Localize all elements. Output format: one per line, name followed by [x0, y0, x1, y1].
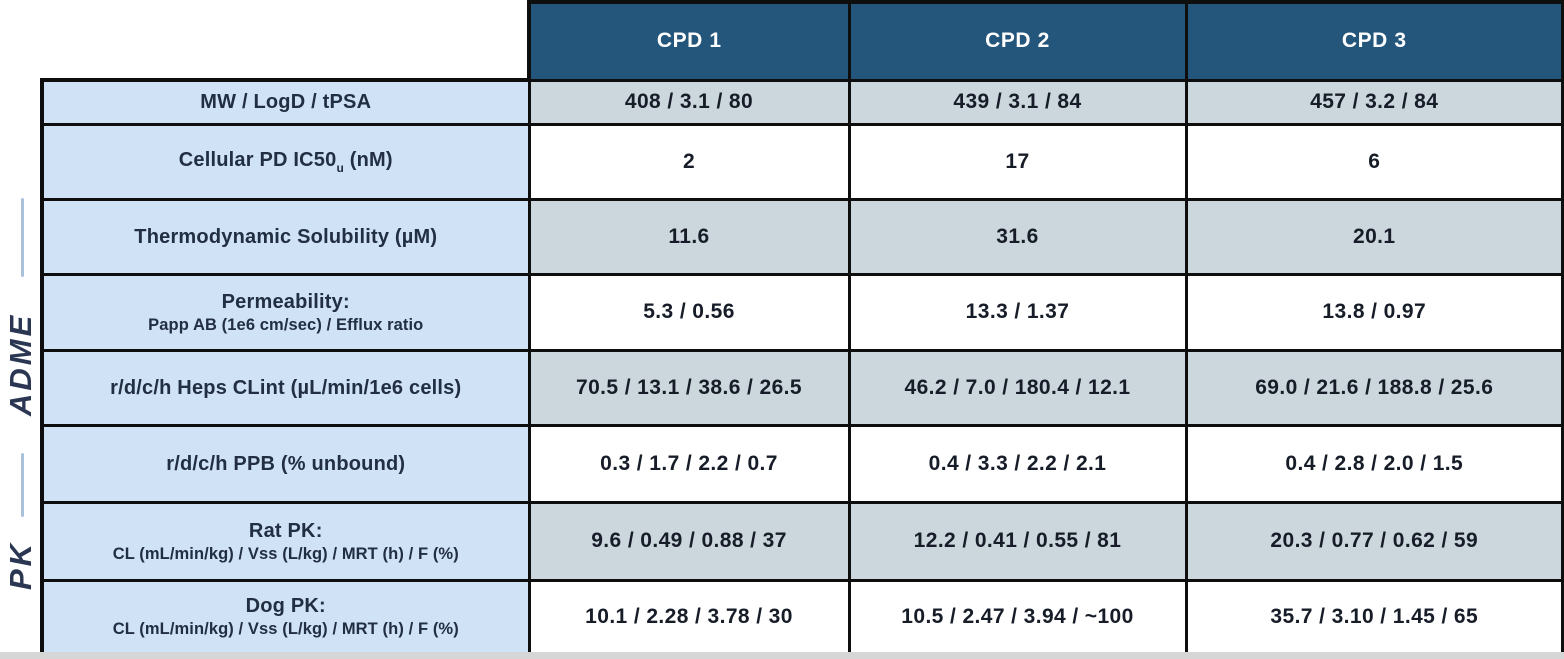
- row-sublabel: Papp AB (1e6 cm/sec) / Efflux ratio: [148, 315, 424, 334]
- page-bottom-edge: [0, 652, 1564, 659]
- cell-value: 10.1 / 2.28 / 3.78 / 30: [527, 578, 851, 656]
- cell-value: 9.6 / 0.49 / 0.88 / 37: [527, 500, 851, 582]
- adme-section-label: ADME: [3, 312, 38, 416]
- cell-value: 17: [847, 122, 1188, 201]
- table-row-ppb: r/d/c/h PPB (% unbound) 0.3 / 1.7 / 2.2 …: [40, 423, 1564, 504]
- table-row-permeability: Permeability: Papp AB (1e6 cm/sec) / Eff…: [40, 272, 1564, 352]
- compound-properties-table: CPD 1 CPD 2 CPD 3 MW / LogD / tPSA 408 /…: [40, 0, 1564, 656]
- row-label: Dog PK: CL (mL/min/kg) / Vss (L/kg) / MR…: [40, 578, 531, 656]
- cell-value: 6: [1184, 122, 1564, 201]
- row-sublabel: CL (mL/min/kg) / Vss (L/kg) / MRT (h) / …: [112, 620, 459, 639]
- column-header-cpd1: CPD 1: [527, 0, 851, 82]
- cell-value: 69.0 / 21.6 / 188.8 / 25.6: [1184, 348, 1564, 427]
- subscript-u: u: [336, 160, 344, 175]
- cell-value: 46.2 / 7.0 / 180.4 / 12.1: [847, 348, 1188, 427]
- cell-value: 13.3 / 1.37: [847, 272, 1188, 352]
- cell-value: 439 / 3.1 / 84: [847, 78, 1188, 126]
- pk-section-label: PK: [3, 540, 38, 590]
- column-header-cpd3: CPD 3: [1184, 0, 1564, 82]
- cell-value: 408 / 3.1 / 80: [527, 78, 851, 126]
- row-label: MW / LogD / tPSA: [40, 78, 531, 126]
- adme-bracket-line-bottom: [21, 453, 24, 517]
- cell-value: 5.3 / 0.56: [527, 272, 851, 352]
- row-label: Permeability: Papp AB (1e6 cm/sec) / Eff…: [40, 272, 531, 352]
- cell-value: 70.5 / 13.1 / 38.6 / 26.5: [527, 348, 851, 427]
- column-header-cpd2: CPD 2: [847, 0, 1188, 82]
- cell-value: 11.6: [527, 197, 851, 276]
- cell-value: 20.3 / 0.77 / 0.62 / 59: [1184, 500, 1564, 582]
- adme-bracket-line-top: [21, 198, 24, 277]
- table-row-rat-pk: Rat PK: CL (mL/min/kg) / Vss (L/kg) / MR…: [40, 500, 1564, 582]
- header-spacer: [42, 2, 529, 80]
- table-row-heps-clint: r/d/c/h Heps CLint (µL/min/1e6 cells) 70…: [40, 348, 1564, 427]
- table-row-thermodynamic-solubility: Thermodynamic Solubility (µM) 11.6 31.6 …: [40, 197, 1564, 276]
- cell-value: 10.5 / 2.47 / 3.94 / ~100: [847, 578, 1188, 656]
- cell-value: 35.7 / 3.10 / 1.45 / 65: [1184, 578, 1564, 656]
- cell-value: 12.2 / 0.41 / 0.55 / 81: [847, 500, 1188, 582]
- cell-value: 31.6: [847, 197, 1188, 276]
- row-label: r/d/c/h PPB (% unbound): [40, 423, 531, 504]
- header-row: CPD 1 CPD 2 CPD 3: [42, 0, 1564, 82]
- cell-value: 0.4 / 2.8 / 2.0 / 1.5: [1184, 423, 1564, 504]
- cell-value: 0.3 / 1.7 / 2.2 / 0.7: [527, 423, 851, 504]
- row-sublabel: CL (mL/min/kg) / Vss (L/kg) / MRT (h) / …: [112, 544, 459, 563]
- cell-value: 457 / 3.2 / 84: [1184, 78, 1564, 126]
- cell-value: 0.4 / 3.3 / 2.2 / 2.1: [847, 423, 1188, 504]
- cell-value: 2: [527, 122, 851, 201]
- cell-value: 13.8 / 0.97: [1184, 272, 1564, 352]
- row-label: Rat PK: CL (mL/min/kg) / Vss (L/kg) / MR…: [40, 500, 531, 582]
- table-row-dog-pk: Dog PK: CL (mL/min/kg) / Vss (L/kg) / MR…: [40, 578, 1564, 656]
- table-row-cellular-pd-ic50: Cellular PD IC50u (nM) 2 17 6: [40, 122, 1564, 201]
- row-label: Thermodynamic Solubility (µM): [40, 197, 531, 276]
- row-label: r/d/c/h Heps CLint (µL/min/1e6 cells): [40, 348, 531, 427]
- cell-value: 20.1: [1184, 197, 1564, 276]
- table-row-mw-logd-tpsa: MW / LogD / tPSA 408 / 3.1 / 80 439 / 3.…: [40, 78, 1564, 126]
- row-label: Cellular PD IC50u (nM): [40, 122, 531, 201]
